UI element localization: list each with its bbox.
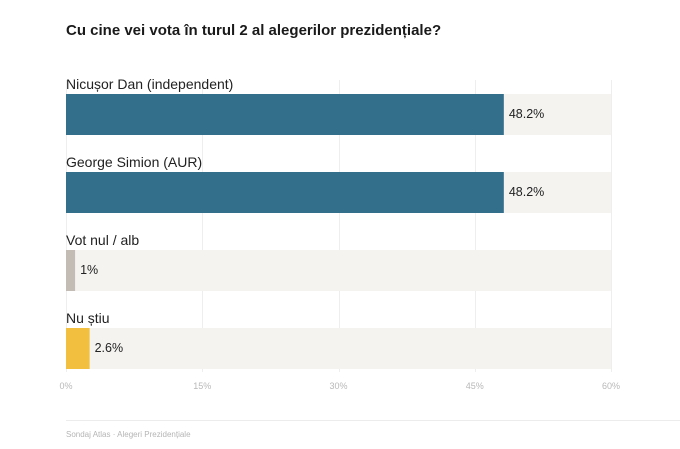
x-tick-label: 0% [59, 381, 73, 391]
bar-track [66, 250, 611, 291]
category-label: George Simion (AUR) [66, 154, 203, 170]
chart-title: Cu cine vei vota în turul 2 al alegerilo… [66, 22, 442, 39]
category-label: Vot nul / alb [66, 232, 140, 248]
category-label: Nu știu [66, 310, 110, 326]
bar [66, 94, 504, 135]
source-note: Sondaj Atlas · Alegeri Prezidențiale [66, 430, 191, 439]
bar [66, 250, 76, 291]
footer-divider [66, 420, 680, 421]
value-label: 48.2% [508, 106, 545, 121]
x-tick-label: 45% [465, 381, 484, 391]
x-tick-label: 30% [329, 381, 348, 391]
value-label: 48.2% [508, 184, 545, 199]
x-tick-label: 15% [193, 381, 212, 391]
value-label: 1% [80, 262, 99, 277]
category-label: Nicușor Dan (independent) [66, 76, 234, 92]
bar [66, 328, 90, 369]
x-tick-label: 60% [601, 381, 621, 391]
value-label: 2.6% [94, 340, 124, 355]
bar-track [66, 328, 611, 369]
bar [66, 172, 504, 213]
